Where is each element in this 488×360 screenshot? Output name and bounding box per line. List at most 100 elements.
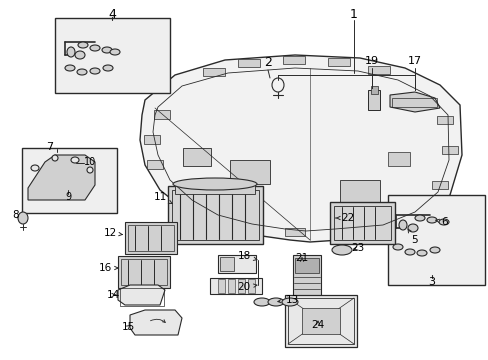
Polygon shape	[118, 285, 164, 305]
Bar	[436, 116, 452, 124]
Bar	[334, 224, 354, 232]
Bar	[333, 206, 390, 240]
Text: 4: 4	[108, 8, 116, 21]
Bar	[238, 279, 244, 293]
Bar	[229, 160, 269, 184]
Text: 2: 2	[264, 57, 271, 69]
Polygon shape	[140, 55, 461, 242]
Ellipse shape	[102, 47, 112, 53]
Text: 22: 22	[335, 213, 354, 223]
Bar	[441, 146, 457, 154]
Ellipse shape	[414, 215, 424, 221]
Ellipse shape	[18, 212, 28, 224]
Text: 15: 15	[121, 322, 134, 332]
Bar	[147, 160, 163, 169]
Ellipse shape	[78, 42, 88, 48]
Text: 3: 3	[427, 277, 435, 287]
Bar	[203, 68, 224, 76]
Bar	[287, 298, 353, 344]
Ellipse shape	[398, 220, 406, 230]
Bar	[294, 258, 318, 273]
Ellipse shape	[90, 45, 100, 51]
Polygon shape	[130, 310, 182, 335]
Bar	[367, 66, 389, 74]
Bar	[302, 308, 339, 334]
Ellipse shape	[173, 178, 257, 190]
Bar	[125, 222, 177, 254]
Text: 7: 7	[46, 142, 54, 152]
Bar	[55, 18, 170, 93]
Bar	[154, 110, 170, 119]
Text: 20: 20	[237, 282, 256, 292]
Polygon shape	[389, 92, 439, 112]
Bar	[128, 225, 174, 251]
Bar	[168, 186, 263, 244]
Text: 10: 10	[84, 157, 96, 167]
Polygon shape	[28, 155, 95, 200]
Bar	[327, 58, 349, 66]
Ellipse shape	[75, 51, 85, 59]
Bar	[175, 184, 254, 194]
Ellipse shape	[426, 217, 436, 223]
Ellipse shape	[407, 224, 417, 232]
Text: 1: 1	[349, 8, 357, 21]
Ellipse shape	[52, 155, 58, 161]
Bar	[229, 224, 249, 232]
Ellipse shape	[87, 167, 93, 173]
Bar	[227, 279, 235, 293]
Text: 16: 16	[98, 263, 118, 273]
Bar	[391, 98, 436, 107]
Ellipse shape	[110, 49, 120, 55]
Bar	[370, 86, 377, 94]
Ellipse shape	[67, 47, 75, 57]
Text: 24: 24	[311, 320, 324, 330]
Ellipse shape	[392, 244, 402, 250]
Bar	[118, 256, 170, 288]
Bar	[339, 180, 379, 204]
Bar	[387, 195, 484, 285]
Text: 23: 23	[351, 243, 364, 253]
Text: 18: 18	[237, 251, 256, 261]
Text: 9: 9	[65, 192, 71, 202]
Bar	[143, 135, 160, 144]
Text: 6: 6	[435, 217, 447, 227]
Ellipse shape	[404, 249, 414, 255]
Ellipse shape	[90, 68, 100, 74]
Bar	[285, 295, 356, 347]
Bar	[183, 148, 210, 166]
Text: 19: 19	[364, 56, 378, 66]
Ellipse shape	[282, 298, 297, 306]
Bar	[384, 216, 404, 224]
Bar	[285, 228, 305, 236]
Bar	[121, 259, 167, 285]
Text: 21: 21	[295, 253, 308, 263]
Ellipse shape	[103, 65, 113, 71]
Ellipse shape	[71, 157, 79, 163]
Ellipse shape	[253, 298, 269, 306]
Bar	[220, 257, 234, 271]
Bar	[172, 190, 259, 240]
Ellipse shape	[267, 298, 284, 306]
Bar	[120, 288, 163, 306]
Ellipse shape	[438, 219, 448, 225]
Bar	[431, 181, 447, 189]
Bar	[238, 59, 260, 67]
Ellipse shape	[416, 250, 426, 256]
Bar	[329, 202, 394, 244]
Text: 17: 17	[407, 56, 421, 66]
Bar	[283, 56, 305, 64]
Bar	[292, 255, 320, 297]
Bar	[218, 279, 224, 293]
Bar	[247, 279, 254, 293]
Ellipse shape	[65, 65, 75, 71]
Text: 8: 8	[13, 210, 19, 220]
Ellipse shape	[31, 165, 39, 171]
Bar	[184, 214, 204, 222]
Bar	[209, 278, 262, 294]
Ellipse shape	[429, 247, 439, 253]
Bar	[387, 152, 409, 166]
Ellipse shape	[331, 245, 351, 255]
Ellipse shape	[77, 69, 87, 75]
Bar	[218, 255, 256, 273]
Text: 13: 13	[277, 295, 298, 305]
